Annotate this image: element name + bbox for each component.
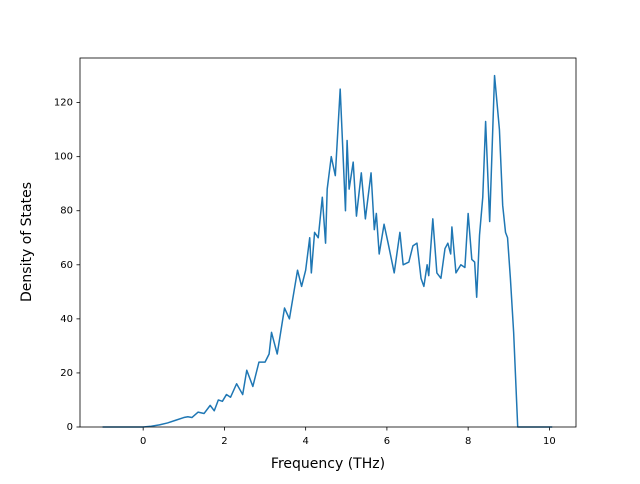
y-tick-label: 40 (60, 314, 73, 325)
y-tick-label: 80 (60, 206, 73, 217)
y-tick-label: 100 (54, 152, 73, 163)
y-axis-label: Density of States (19, 182, 35, 302)
y-tick-label: 0 (67, 422, 73, 433)
y-tick-label: 20 (60, 368, 73, 379)
x-tick-label: 6 (384, 436, 390, 447)
y-tick-label: 120 (54, 98, 73, 109)
x-axis-label: Frequency (THz) (271, 456, 385, 472)
x-tick-label: 4 (302, 436, 308, 447)
x-tick-label: 0 (140, 436, 146, 447)
plot-frame (79, 57, 577, 428)
x-tick-label: 10 (543, 436, 556, 447)
data-line (102, 74, 553, 428)
y-tick-label: 60 (60, 260, 73, 271)
x-tick-label: 2 (221, 436, 227, 447)
x-tick-label: 8 (465, 436, 471, 447)
